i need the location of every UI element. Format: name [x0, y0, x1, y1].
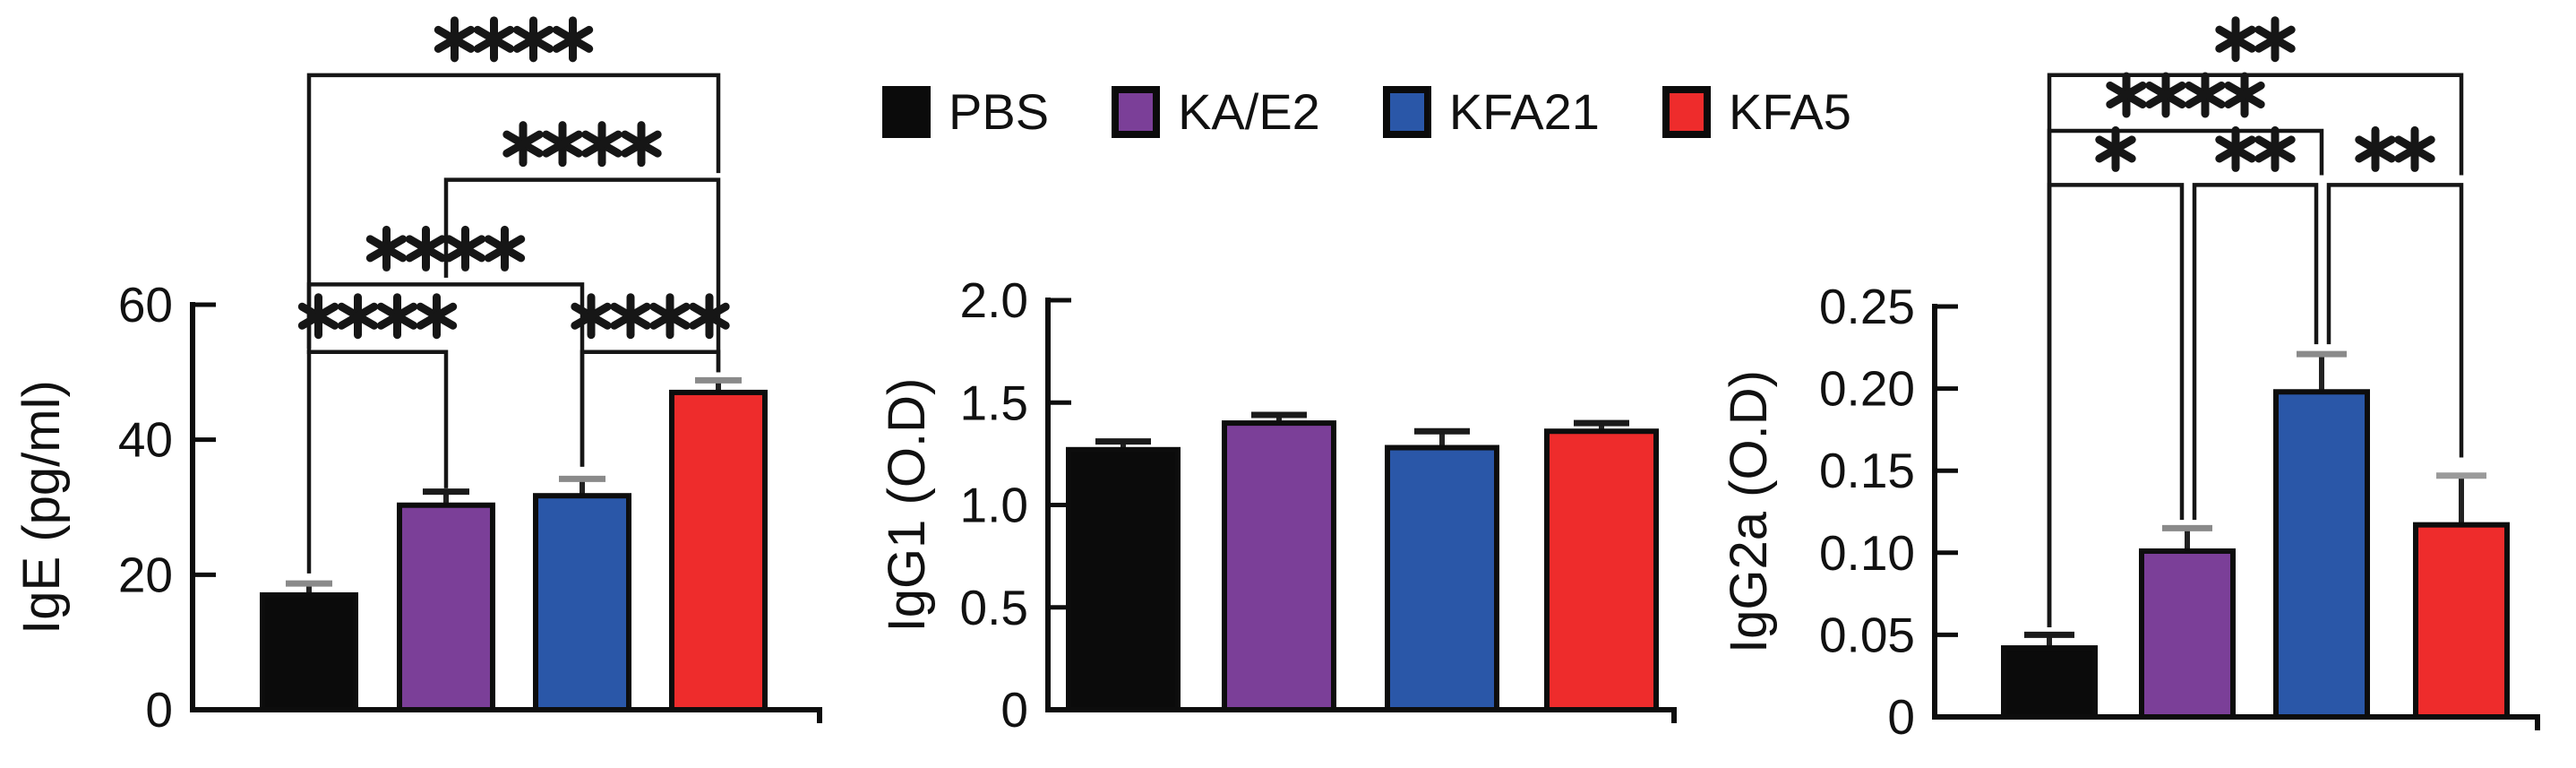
bar-igg1-ka-e2	[1222, 420, 1336, 712]
significance-stars	[2095, 125, 2136, 172]
star-icon	[649, 302, 691, 330]
bar-igg2a-kfa5	[2413, 522, 2510, 720]
significance-bracket-pbs-kfa5	[306, 73, 721, 354]
bar-ige-pbs	[260, 591, 358, 713]
legend-label-kfa5: KFA5	[1728, 83, 1851, 140]
y-tick-label: 40	[118, 412, 173, 468]
y-tick-label: 60	[118, 277, 173, 332]
star-icon	[502, 130, 544, 158]
legend-swatch-ka-e2	[1112, 86, 1161, 138]
significance-stars	[365, 225, 526, 272]
significance-stars	[297, 293, 458, 340]
legend: PBS KA/E2 KFA21 KFA5	[882, 86, 1851, 138]
significance-bracket-ka-e2-kfa5	[443, 177, 721, 373]
significance-bracket-pbs-ka-e2	[306, 349, 449, 574]
bar-igg2a-ka-e2	[2139, 548, 2236, 721]
legend-item-ka-e2: KA/E2	[1112, 86, 1320, 138]
y-tick-label: 0.15	[1819, 443, 1915, 498]
legend-item-kfa21: KFA21	[1382, 83, 1600, 140]
bar-ige-ka-e2	[397, 502, 495, 712]
legend-swatch-pbs	[882, 86, 931, 138]
star-icon	[444, 235, 486, 263]
bar-igg1-kfa5	[1544, 428, 1659, 712]
y-tick-label: 0.20	[1819, 361, 1915, 417]
star-icon	[2254, 25, 2296, 53]
star-icon	[2106, 81, 2147, 108]
significance-bracket-pbs-kfa5	[2047, 73, 2464, 627]
star-icon	[2215, 135, 2256, 163]
y-tick-label: 1.0	[960, 478, 1028, 533]
bar-igg2a-pbs	[2001, 645, 2098, 721]
star-icon	[2355, 135, 2396, 163]
y-tick-label: 0.25	[1819, 279, 1915, 334]
bar-igg1-pbs	[1066, 446, 1181, 712]
star-icon	[2185, 81, 2226, 108]
star-icon	[542, 130, 583, 158]
chart-igg1: 0 0.5 1.0 1.5 2.0 IgG1 (O.D)	[878, 272, 1677, 738]
significance-bracket-ka-e2-kfa21	[2192, 183, 2319, 521]
star-icon	[365, 235, 408, 263]
star-icon	[2224, 81, 2265, 108]
significance-stars	[2215, 16, 2296, 63]
star-icon	[484, 235, 526, 263]
y-tick-label: 2.0	[960, 272, 1028, 328]
legend-swatch-kfa5	[1662, 86, 1711, 138]
star-icon	[337, 302, 379, 330]
bar-igg1-kfa21	[1385, 444, 1499, 712]
legend-label-pbs: PBS	[949, 83, 1050, 140]
star-icon	[2095, 135, 2136, 163]
star-icon	[434, 25, 476, 53]
bar-ige-kfa21	[533, 493, 631, 713]
significance-stars	[502, 121, 662, 168]
legend-label-kfa21: KFA21	[1448, 83, 1600, 140]
y-tick-label: 1.5	[960, 375, 1028, 430]
star-icon	[610, 302, 651, 330]
chart-ige: 0 20 40 60 IgE (pg/ml)	[13, 16, 822, 738]
significance-stars	[434, 16, 594, 63]
y-tick-label: 0	[145, 682, 173, 738]
star-icon	[621, 130, 662, 158]
y-tick-label: 20	[118, 547, 173, 602]
legend-swatch-kfa21	[1382, 86, 1431, 138]
significance-stars	[571, 293, 730, 340]
star-icon	[376, 302, 418, 330]
chart-igg2a: 0 0.05 0.10 0.15 0.20 0.25 IgG2a (O.D)	[1720, 16, 2540, 745]
y-tick-label: 0	[1887, 689, 1915, 745]
star-icon	[2394, 135, 2435, 163]
star-icon	[416, 302, 458, 330]
star-icon	[2254, 135, 2296, 163]
star-icon	[405, 235, 447, 263]
legend-item-pbs: PBS	[882, 86, 1049, 138]
y-tick-label: 0.05	[1819, 607, 1915, 662]
y-tick-label: 0	[1000, 682, 1028, 738]
star-icon	[581, 130, 623, 158]
bar-ige-kfa5	[669, 389, 768, 712]
star-icon	[552, 25, 594, 53]
y-axis-title: IgG1 (O.D)	[878, 378, 936, 633]
y-tick-label: 0.10	[1819, 525, 1915, 581]
y-axis-title: IgE (pg/ml)	[13, 380, 71, 634]
star-icon	[2215, 25, 2256, 53]
star-icon	[2145, 81, 2186, 108]
legend-label-ka-e2: KA/E2	[1178, 83, 1320, 140]
bar-igg2a-kfa21	[2273, 389, 2370, 720]
significance-stars	[2106, 72, 2265, 118]
star-icon	[473, 25, 515, 53]
y-tick-label: 0.5	[960, 580, 1028, 635]
significance-stars	[2355, 125, 2435, 172]
significance-bracket-kfa21-kfa5	[2326, 183, 2464, 458]
star-icon	[512, 25, 554, 53]
y-axis-title: IgG2a (O.D)	[1720, 370, 1778, 653]
significance-stars	[2215, 125, 2296, 172]
legend-item-kfa5: KFA5	[1662, 86, 1851, 138]
